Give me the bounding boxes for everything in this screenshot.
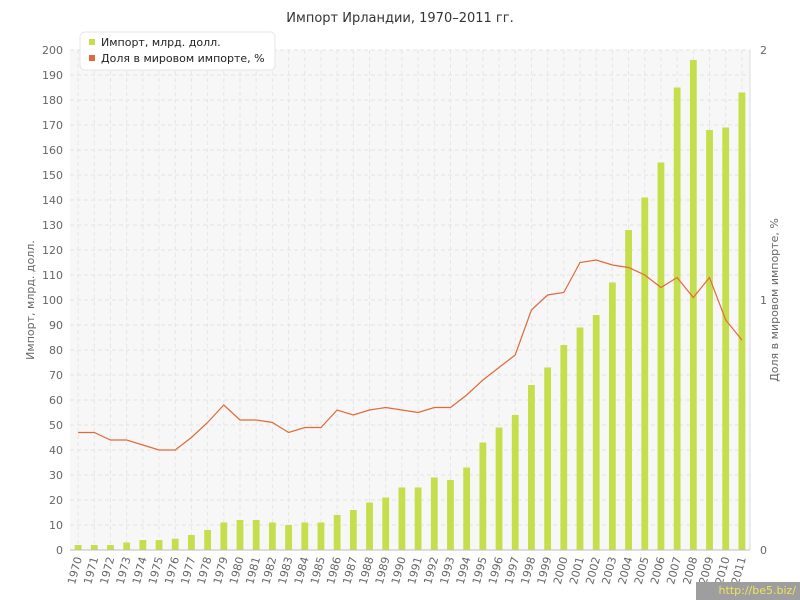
y-left-tick-label: 120 [42,244,63,257]
share-line [78,259,743,451]
bar-import-1974 [139,540,147,550]
y-axis-left-title: Импорт, млрд. долл. [24,240,37,360]
bar-import-1987 [349,510,357,550]
bar-import-1991 [414,487,422,550]
y-left-tick-label: 30 [49,469,63,482]
bar-import-1979 [220,522,228,550]
y-left-tick-label: 190 [42,69,63,82]
bar-import-1998 [528,385,535,550]
y-left-tick-label: 110 [42,269,63,282]
y-left-tick-label: 60 [49,394,63,407]
bar-import-2010 [722,127,730,550]
y-left-tick-label: 20 [49,494,63,507]
bar-import-2006 [657,162,665,550]
legend: Импорт, млрд. долл. Доля в мировом импор… [79,31,276,71]
y-left-tick-label: 180 [42,94,63,107]
bar-import-1981 [252,520,260,550]
bar-import-2004 [625,230,632,550]
bar-import-1990 [398,487,406,550]
bar-import-2001 [576,327,584,550]
watermark[interactable]: http://be5.biz/ [696,582,800,600]
bar-import-2003 [608,282,616,550]
bar-import-1995 [479,442,487,550]
bar-import-1977 [188,535,195,550]
y-left-tick-label: 50 [49,419,63,432]
bar-import-1973 [123,542,131,550]
bar-import-1984 [301,522,309,550]
bar-import-1996 [495,427,503,550]
y-axis-left-ticks: 0 10 20 30 40 50 60 70 80 90 100 110 120 130 140 150 160… [42,44,63,557]
y-left-tick-label: 10 [49,519,63,532]
y-left-tick-label: 90 [49,319,63,332]
bar-import-1992 [430,477,438,550]
y-axis-right-title: Доля в мировом импорте, % [768,218,781,382]
y-left-tick-label: 140 [42,194,63,207]
bar-import-1971 [90,545,98,550]
bar-import-2009 [706,130,713,550]
bar-import-2000 [560,345,568,550]
y-left-tick-label: 0 [56,544,63,557]
bar-import-1997 [511,415,519,550]
bar-import-1989 [382,497,390,550]
y-left-tick-label: 150 [42,169,63,182]
bar-import-1976 [171,538,179,550]
y-left-tick-label: 70 [49,369,63,382]
bar-import-1970 [74,545,82,550]
y-left-tick-label: 160 [42,144,63,157]
chart-title: Импорт Ирландии, 1970–2011 гг. [286,11,513,26]
bar-import-1980 [236,520,244,550]
bar-import-2002 [592,315,600,550]
bar-import-1982 [268,522,276,550]
bar-import-2007 [673,87,681,550]
bar-import-1994 [463,467,471,550]
bar-import-1975 [155,540,163,550]
y-left-tick-label: 130 [42,219,63,232]
bar-import-1986 [333,515,341,550]
legend-label-import: Импорт, млрд. долл. [101,36,221,49]
legend-marker-share [89,55,95,61]
bar-import-1978 [204,530,212,550]
y-right-tick-label: 1 [760,294,767,307]
bar-import-2005 [641,197,649,550]
bar-import-2008 [689,60,697,550]
bar-import-1993 [447,480,454,550]
y-right-tick-label: 2 [760,44,767,57]
y-axis-right-ticks: 0 1 2 [760,44,767,557]
y-right-tick-label: 0 [760,544,767,557]
bar-import-1972 [107,545,114,550]
bar-import-1983 [285,525,292,550]
bar-import-2011 [738,92,746,550]
bar-import-1985 [317,522,325,550]
bar-import-1988 [366,502,373,550]
y-left-tick-label: 80 [49,344,63,357]
y-left-tick-label: 200 [42,44,63,57]
bar-import-1999 [544,367,552,550]
legend-box [79,31,276,71]
y-left-tick-label: 100 [42,294,63,307]
y-left-tick-label: 170 [42,119,63,132]
legend-label-share: Доля в мировом импорте, % [101,52,265,65]
y-left-tick-label: 40 [49,444,63,457]
legend-marker-import [89,39,95,45]
x-axis-ticks: 1970197119721973197419751976197719781979… [65,555,749,585]
bar-series [74,60,746,550]
